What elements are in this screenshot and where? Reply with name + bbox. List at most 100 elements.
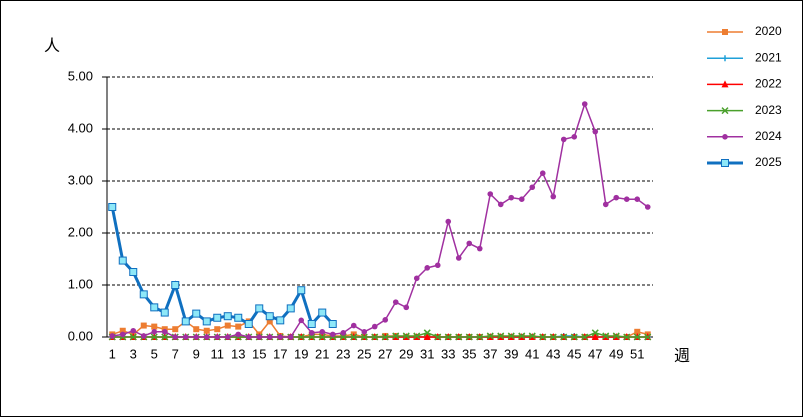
y-tick-label: 3.00	[68, 172, 93, 187]
marker	[539, 170, 546, 176]
marker	[581, 333, 589, 341]
marker	[633, 333, 641, 341]
legend-label: 2023	[755, 103, 782, 117]
y-tick-label: 4.00	[68, 120, 93, 135]
marker	[308, 330, 315, 336]
marker	[150, 303, 159, 312]
marker	[381, 333, 389, 341]
marker	[466, 240, 473, 247]
marker	[318, 333, 326, 341]
marker	[403, 304, 410, 311]
marker	[109, 333, 116, 339]
x-tick-label: 47	[588, 346, 602, 361]
marker	[213, 313, 222, 322]
marker	[140, 322, 147, 329]
marker	[193, 326, 200, 333]
marker	[721, 80, 729, 88]
marker	[266, 334, 273, 340]
marker	[129, 333, 137, 341]
marker	[623, 333, 631, 341]
marker	[392, 332, 400, 340]
marker	[445, 218, 452, 225]
marker	[193, 334, 200, 340]
marker	[318, 308, 327, 317]
marker	[455, 333, 463, 341]
x-tick-label: 43	[546, 346, 560, 361]
marker	[328, 320, 337, 328]
marker	[455, 255, 462, 261]
marker	[172, 326, 179, 333]
marker	[549, 333, 557, 341]
marker	[244, 320, 253, 328]
marker	[560, 333, 568, 341]
marker	[476, 245, 483, 252]
marker	[518, 332, 526, 340]
marker	[634, 196, 641, 202]
marker	[465, 333, 473, 341]
legend-label: 2025	[755, 155, 782, 169]
legend-label: 2020	[755, 24, 782, 38]
x-tick-label: 9	[193, 346, 200, 361]
marker	[591, 333, 599, 340]
marker	[224, 322, 231, 329]
marker	[591, 329, 599, 337]
marker	[722, 134, 728, 140]
marker	[371, 323, 378, 330]
marker	[497, 201, 504, 208]
marker	[160, 308, 169, 317]
marker	[413, 275, 420, 282]
marker	[287, 334, 294, 340]
marker	[319, 329, 326, 335]
x-tick-label: 19	[294, 346, 308, 361]
x-tick-label: 27	[378, 346, 392, 361]
marker	[382, 317, 389, 323]
marker	[108, 203, 117, 211]
marker	[297, 286, 306, 295]
x-tick-label: 25	[357, 346, 371, 361]
marker	[350, 333, 358, 341]
marker	[560, 136, 567, 143]
x-tick-label: 3	[130, 346, 137, 361]
x-tick-label: 41	[525, 346, 539, 361]
marker	[423, 333, 431, 340]
legend-label: 2022	[755, 77, 782, 91]
marker	[308, 333, 316, 341]
marker	[360, 333, 368, 341]
marker	[623, 196, 630, 202]
marker	[286, 304, 295, 313]
marker	[612, 332, 620, 340]
x-tick-label: 21	[315, 346, 329, 361]
marker	[434, 262, 441, 269]
x-axis-label: 週	[674, 347, 690, 365]
marker	[340, 330, 347, 336]
marker	[224, 334, 231, 340]
marker	[581, 101, 588, 107]
marker	[444, 333, 452, 341]
marker	[361, 329, 368, 335]
x-tick-label: 7	[172, 346, 179, 361]
marker	[150, 333, 158, 341]
marker	[118, 256, 127, 265]
x-tick-label: 13	[231, 346, 245, 361]
marker	[182, 334, 189, 340]
marker	[235, 323, 242, 330]
marker	[402, 332, 410, 340]
marker	[518, 196, 525, 202]
marker	[329, 331, 336, 338]
marker	[350, 322, 357, 329]
marker	[539, 333, 547, 341]
marker	[508, 194, 515, 201]
marker	[171, 281, 180, 289]
marker	[181, 317, 190, 326]
marker	[161, 333, 169, 341]
y-tick-label: 0.00	[68, 328, 93, 343]
marker	[298, 317, 305, 324]
marker	[256, 334, 263, 340]
marker	[234, 313, 243, 322]
marker	[592, 128, 599, 135]
marker	[570, 333, 578, 341]
series-line	[112, 101, 649, 338]
marker	[297, 333, 305, 341]
